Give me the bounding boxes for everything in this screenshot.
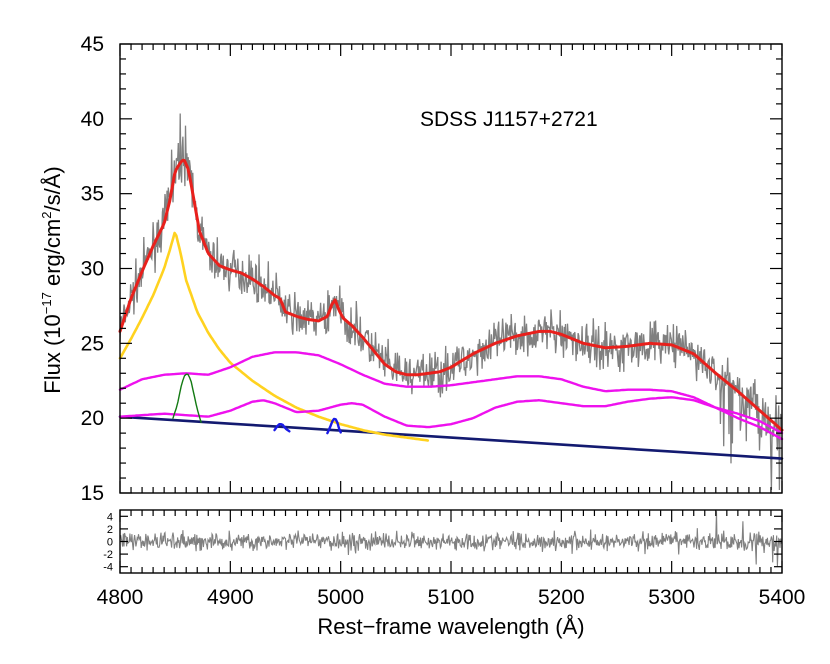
residual-line xyxy=(119,511,782,567)
object-annotation: SDSS J1157+2721 xyxy=(420,108,598,131)
axis-ticks xyxy=(119,43,783,573)
series-line-oiii-4959 xyxy=(273,423,291,433)
x-tick-label: 5400 xyxy=(759,586,806,609)
residual-y-tick-label: 0 xyxy=(107,537,113,549)
fit-components xyxy=(118,158,784,460)
series-line-feii-lower xyxy=(118,396,784,441)
y-axis-title-area-exponent: 2 xyxy=(39,212,54,219)
observed-spectrum xyxy=(119,113,782,491)
y-tick-label: 35 xyxy=(81,183,104,206)
series-line-broad xyxy=(118,231,430,442)
residual-y-tick-label: -2 xyxy=(103,549,113,561)
residual-y-tick-label: 4 xyxy=(107,511,113,523)
series-line-feii-upper xyxy=(118,351,784,435)
series-line-continuum xyxy=(118,415,784,460)
x-tick-label: 5300 xyxy=(648,586,695,609)
series-line-oiii-5007 xyxy=(326,417,342,435)
y-axis-title-unit: erg/cm xyxy=(40,219,65,292)
y-tick-label: 40 xyxy=(81,108,104,131)
tick-labels: 4800 4900 5000 5100 5200 5300 5400152025303540… xyxy=(81,33,806,609)
x-axis-title: Rest−frame wavelength (Å) xyxy=(317,614,584,639)
y-tick-label: 30 xyxy=(81,258,104,281)
x-tick-label: 5200 xyxy=(538,586,585,609)
y-axis-title-exponent: −17 xyxy=(39,292,54,314)
y-axis-title-prefix: Flux (10 xyxy=(40,314,65,393)
x-tick-label: 5000 xyxy=(317,586,364,609)
series-line-total xyxy=(118,158,784,432)
series-line-narrow xyxy=(172,373,202,423)
y-tick-label: 45 xyxy=(81,33,104,56)
y-tick-label: 15 xyxy=(81,482,104,505)
residual-spectrum xyxy=(119,511,782,567)
y-tick-label: 25 xyxy=(81,332,104,355)
residual-y-tick-label: -4 xyxy=(103,562,113,574)
x-tick-label: 5100 xyxy=(428,586,475,609)
observed-spectrum-line xyxy=(119,113,782,491)
y-axis-title: Flux (10−17 erg/cm2/s/Å) xyxy=(39,166,65,393)
residual-y-tick-label: 2 xyxy=(107,524,113,536)
y-axis-title-suffix: /s/Å) xyxy=(40,166,65,211)
y-tick-label: 20 xyxy=(81,407,104,430)
x-tick-label: 4800 xyxy=(97,586,144,609)
x-tick-label: 4900 xyxy=(207,586,254,609)
